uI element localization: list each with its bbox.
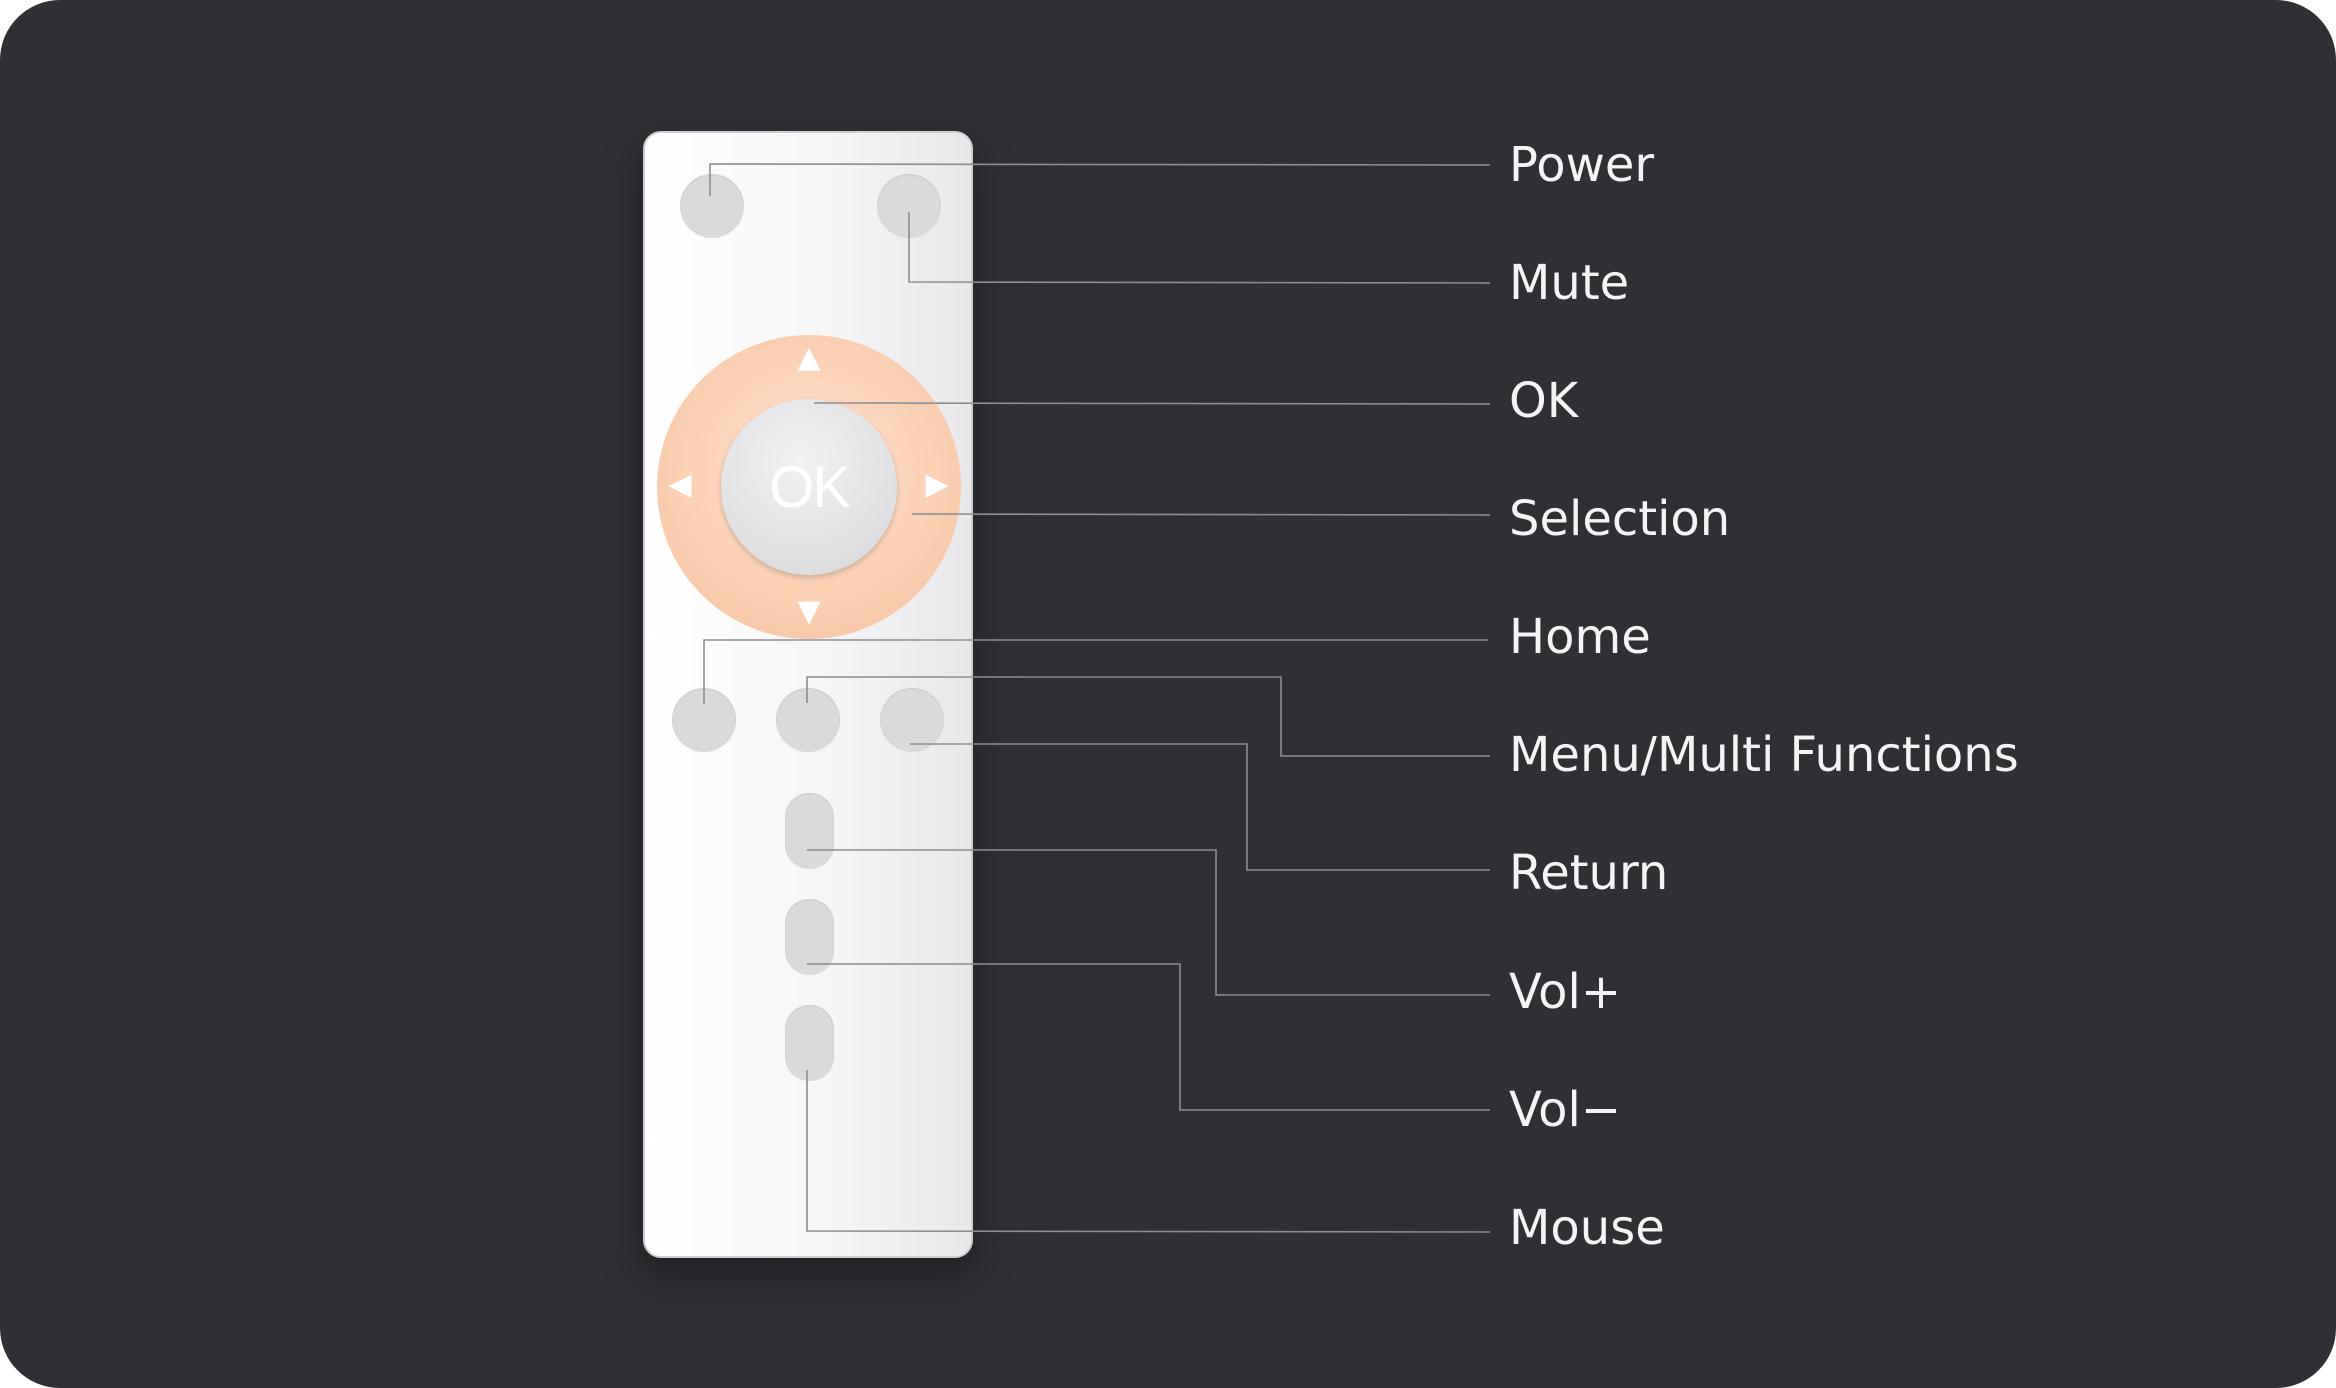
label-vol-minus: Vol− <box>1509 1082 1622 1138</box>
return-button[interactable] <box>880 688 944 752</box>
arrow-up-icon[interactable]: ▲ <box>797 340 821 375</box>
leader-line-mute <box>908 212 1491 284</box>
remote-control: ▲ ▼ ◀ ▶ OK <box>643 131 973 1258</box>
leader-line-selection <box>911 513 1491 516</box>
label-mute: Mute <box>1509 255 1630 311</box>
vol-minus-button[interactable] <box>785 899 834 975</box>
power-button[interactable] <box>680 174 744 238</box>
label-return: Return <box>1509 845 1669 901</box>
arrow-down-icon[interactable]: ▼ <box>797 594 821 629</box>
leader-line-return <box>910 743 1490 871</box>
mouse-button[interactable] <box>785 1005 834 1081</box>
vol-plus-button[interactable] <box>785 793 834 869</box>
mute-button[interactable] <box>877 174 941 238</box>
arrow-right-icon[interactable]: ▶ <box>925 467 949 502</box>
menu-button[interactable] <box>776 688 840 752</box>
ok-button[interactable]: OK <box>721 399 897 575</box>
arrow-left-icon[interactable]: ◀ <box>668 467 692 502</box>
label-home: Home <box>1509 609 1651 665</box>
label-menu: Menu/Multi Functions <box>1509 727 2019 783</box>
label-mouse: Mouse <box>1509 1200 1665 1256</box>
label-selection: Selection <box>1509 491 1731 547</box>
home-button[interactable] <box>672 688 736 752</box>
selection-ring[interactable]: ▲ ▼ ◀ ▶ OK <box>657 335 961 639</box>
label-vol-plus: Vol+ <box>1509 964 1622 1020</box>
label-ok: OK <box>1509 373 1579 429</box>
label-power: Power <box>1509 137 1655 193</box>
